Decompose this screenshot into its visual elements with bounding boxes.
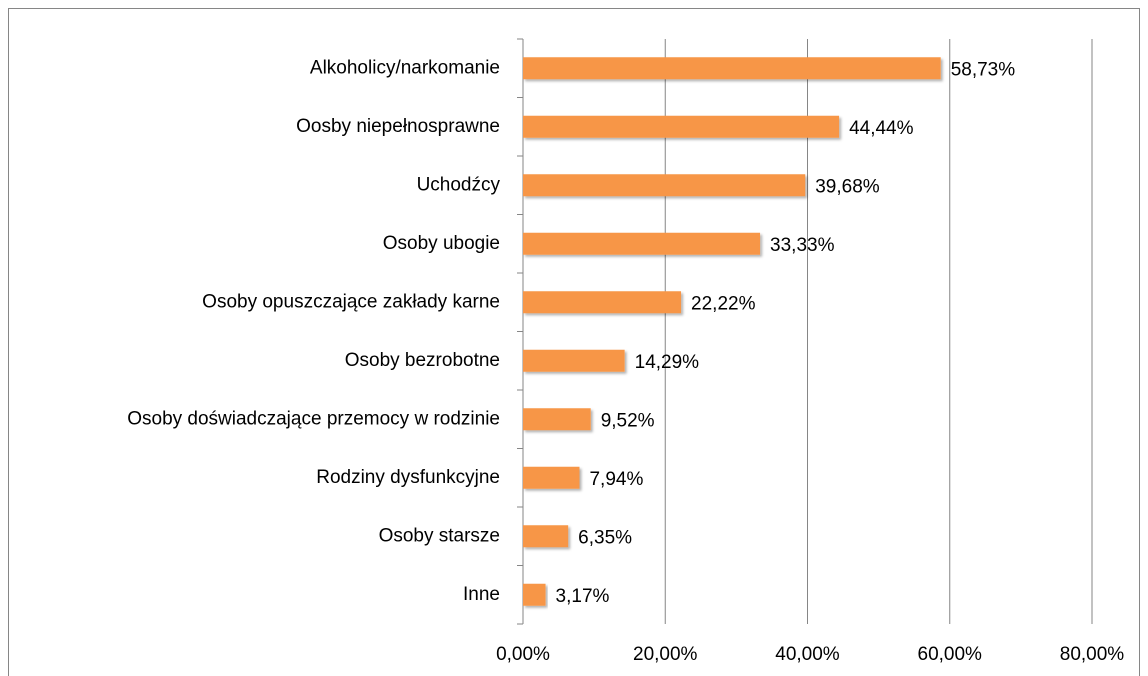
value-label: 22,22% <box>691 293 756 314</box>
value-label: 58,73% <box>951 59 1016 80</box>
bar <box>523 115 840 138</box>
value-label: 33,33% <box>770 235 835 256</box>
value-label: 14,29% <box>635 352 700 373</box>
x-tick-label: 60,00% <box>918 644 983 665</box>
bar <box>523 408 591 431</box>
bar <box>523 57 941 80</box>
bar <box>523 525 569 548</box>
y-tick-label: Uchodźcy <box>417 174 501 195</box>
y-tick-label: Osoby bezrobotne <box>345 350 500 371</box>
bar <box>523 174 806 197</box>
bar <box>523 232 761 255</box>
x-tick-label: 20,00% <box>633 644 698 665</box>
bar <box>523 466 580 489</box>
value-label: 9,52% <box>601 410 655 431</box>
value-label: 44,44% <box>849 118 914 139</box>
value-label: 3,17% <box>556 586 610 607</box>
y-tick-label: Osoby ubogie <box>383 233 500 254</box>
x-tick-label: 40,00% <box>775 644 840 665</box>
labels: 0,00% 20,00% 40,00% 60,00% 80,00% Alkoholicy/… <box>127 57 1124 665</box>
y-tick-label: Osoby starsze <box>379 525 500 546</box>
value-label: 6,35% <box>578 527 632 548</box>
y-tick-label: Osoby doświadczające przemocy w rodzinie <box>127 408 500 429</box>
value-label: 39,68% <box>815 176 880 197</box>
bar <box>523 291 682 314</box>
y-tick-label: Inne <box>463 584 500 605</box>
bars <box>523 57 941 606</box>
y-tick-label: Rodziny dysfunkcyjne <box>316 467 500 488</box>
x-tick-label: 0,00% <box>496 644 550 665</box>
value-label: 7,94% <box>589 469 643 490</box>
y-tick-label: Oosby niepełnosprawne <box>296 116 500 137</box>
bar <box>523 583 546 606</box>
y-tick-label: Alkoholicy/narkomanie <box>310 57 500 78</box>
y-tick-label: Osoby opuszczające zakłady karne <box>202 291 500 312</box>
chart-border <box>8 8 1140 676</box>
bar <box>523 349 625 372</box>
x-tick-label: 80,00% <box>1060 644 1125 665</box>
